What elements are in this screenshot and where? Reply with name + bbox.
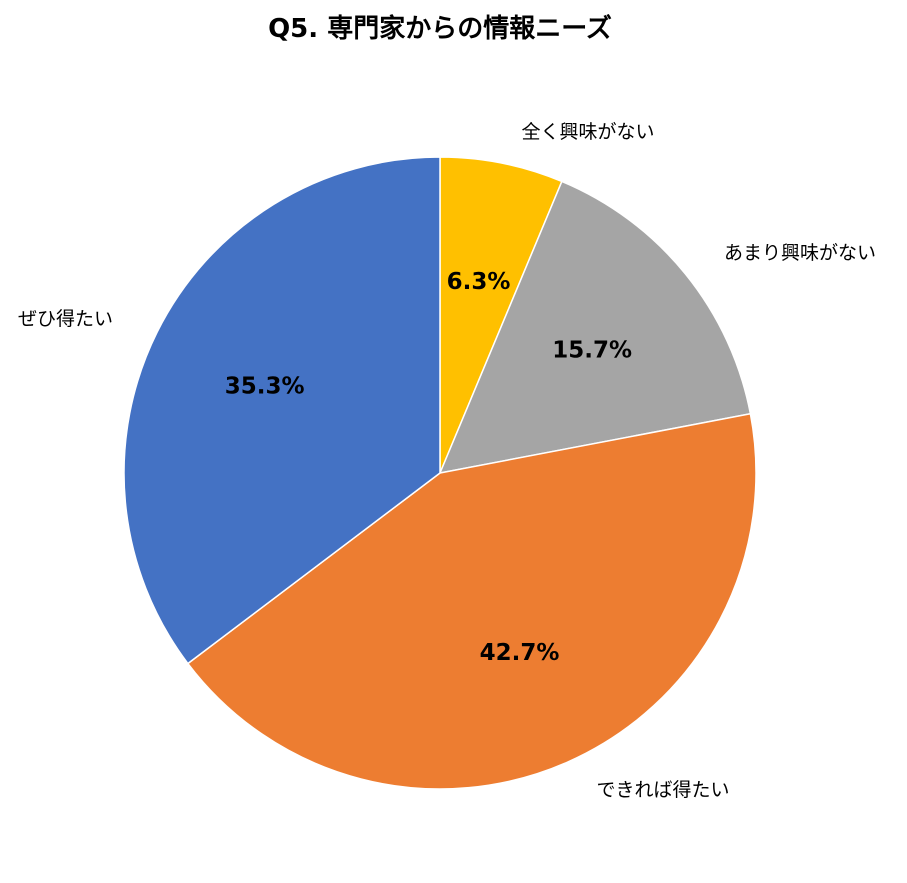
category-label-4: ぜひ得たい: [18, 308, 113, 330]
value-label-3: 42.7%: [480, 640, 560, 666]
pie-slice-2: [438, 180, 752, 474]
pie-slice-3: [186, 412, 757, 790]
chart-title: Q5. 専門家からの情報ニーズ: [268, 13, 612, 44]
value-label-2: 15.7%: [552, 338, 632, 364]
value-label-1: 6.3%: [447, 269, 511, 295]
pie-slice-1: [439, 156, 563, 474]
category-label-1: 全く興味がない: [521, 121, 654, 143]
pie-slice-4: [123, 156, 441, 665]
category-label-2: あまり興味がない: [724, 242, 876, 264]
category-label-3: できれば得たい: [596, 779, 729, 801]
value-labels: 6.3% 15.7% 42.7% 35.3%: [225, 269, 632, 666]
pie-slices: [123, 156, 757, 790]
value-label-4: 35.3%: [225, 374, 305, 400]
